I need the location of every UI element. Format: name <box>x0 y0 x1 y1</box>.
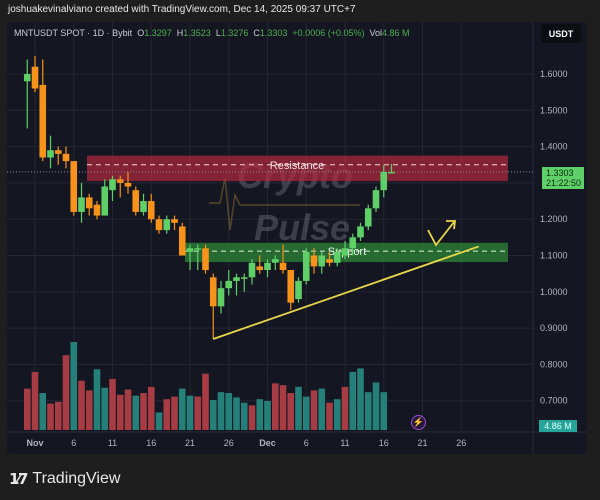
volume-value: 4.86 M <box>382 28 410 38</box>
low-value: 1.3276 <box>220 28 249 38</box>
y-axis-label: 0.8000 <box>540 359 568 369</box>
x-axis-label: 6 <box>71 438 76 448</box>
symbol-info[interactable]: MNTUSDT SPOT · 1D · Bybit <box>14 28 133 38</box>
chart-panel[interactable]: 1.6000 1.5000 1.4000 1.2000 1.1000 1.0000 0.90… <box>7 22 587 454</box>
currency-button[interactable]: USDT <box>541 24 581 43</box>
x-axis-label: 11 <box>108 438 117 448</box>
y-axis-label: 1.4000 <box>540 142 568 152</box>
x-axis-label: 21 <box>185 438 195 448</box>
y-axis-label: 1.1000 <box>540 251 568 261</box>
bar-countdown: 21:22:50 <box>546 178 582 188</box>
resistance-zone[interactable] <box>87 155 508 182</box>
y-axis-label: 1.5000 <box>540 105 568 115</box>
x-axis-label: 21 <box>417 438 427 448</box>
volume-tag: 4.86 M <box>539 420 577 432</box>
chart-credit: joshuakevinalviano created with TradingV… <box>8 4 356 15</box>
ascending-trendline[interactable] <box>212 245 480 340</box>
candlestick-chart[interactable]: 1.6000 1.5000 1.4000 1.2000 1.1000 1.0000 0.90… <box>7 22 587 454</box>
x-axis-label: 11 <box>340 438 349 448</box>
high-label: H <box>176 28 184 38</box>
y-axis-label: 1.0000 <box>540 287 568 297</box>
y-axis-label: 1.2000 <box>540 214 568 224</box>
resistance-label: Resistance <box>270 160 324 172</box>
volume-label: Vol <box>369 28 383 38</box>
x-axis-label: Dec <box>259 438 276 448</box>
x-axis-label: 16 <box>379 438 389 448</box>
y-axis-label: 0.7000 <box>540 396 568 406</box>
brand-name: TradingView <box>32 470 121 487</box>
change-value: +0.0006 (+0.05%) <box>292 28 365 38</box>
x-axis-label: 16 <box>146 438 156 448</box>
tradingview-mark-icon: 1⁄7 <box>9 470 28 488</box>
x-axis-label: 26 <box>456 438 466 448</box>
close-value: 1.3303 <box>259 28 288 38</box>
open-value: 1.3297 <box>144 28 172 38</box>
x-axis-label: Nov <box>26 438 43 448</box>
close-label: C <box>253 28 260 38</box>
symbol-legend: MNTUSDT SPOT · 1D · Bybit O1.3297 H1.352… <box>14 28 410 38</box>
high-value: 1.3523 <box>183 28 211 38</box>
last-price: 1.3303 <box>546 168 574 178</box>
last-price-tag: 1.3303 21:22:50 <box>542 167 584 189</box>
lightning-icon[interactable]: ⚡ <box>411 415 426 430</box>
tradingview-logo: 1⁄7 TradingView <box>9 470 120 488</box>
open-label: O <box>137 28 145 38</box>
svg-text:Pulse: Pulse <box>254 207 350 248</box>
y-axis-label: 1.6000 <box>540 69 568 79</box>
x-axis-label: 26 <box>224 438 234 448</box>
projection-arrow-icon[interactable] <box>427 221 455 247</box>
x-axis-label: 6 <box>304 438 309 448</box>
low-label: L <box>215 28 221 38</box>
y-axis-label: 0.9000 <box>540 323 568 333</box>
